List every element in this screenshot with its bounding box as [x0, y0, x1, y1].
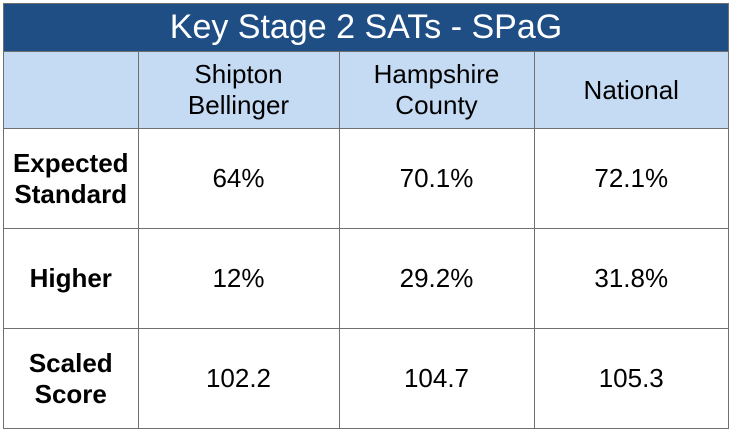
table-row: Expected Standard 64% 70.1% 72.1%	[4, 128, 728, 229]
table-cell: 31.8%	[533, 228, 728, 329]
table-cell: 70.1%	[338, 128, 535, 229]
table-cell: 104.7	[338, 328, 535, 429]
column-header-hampshire-county: Hampshire County	[338, 52, 535, 129]
row-header-higher: Higher	[4, 228, 139, 329]
table-cell: 105.3	[533, 328, 728, 429]
table-cell: 12%	[137, 228, 340, 329]
table-cell: 102.2	[137, 328, 340, 429]
table-title: Key Stage 2 SATs - SPaG	[4, 4, 728, 52]
row-header-expected-standard: Expected Standard	[4, 128, 139, 229]
header-row: Shipton Bellinger Hampshire County Natio…	[4, 52, 728, 129]
table-cell: 72.1%	[533, 128, 728, 229]
row-header-scaled-score: Scaled Score	[4, 328, 139, 429]
column-header-shipton-bellinger: Shipton Bellinger	[137, 52, 340, 129]
table-cell: 64%	[137, 128, 340, 229]
results-table: Key Stage 2 SATs - SPaG Shipton Bellinge…	[3, 3, 729, 429]
column-header-national: National	[533, 52, 728, 129]
corner-cell	[4, 52, 139, 129]
table-row: Scaled Score 102.2 104.7 105.3	[4, 328, 728, 429]
data-grid: Shipton Bellinger Hampshire County Natio…	[4, 52, 728, 429]
table-cell: 29.2%	[338, 228, 535, 329]
table-row: Higher 12% 29.2% 31.8%	[4, 228, 728, 329]
